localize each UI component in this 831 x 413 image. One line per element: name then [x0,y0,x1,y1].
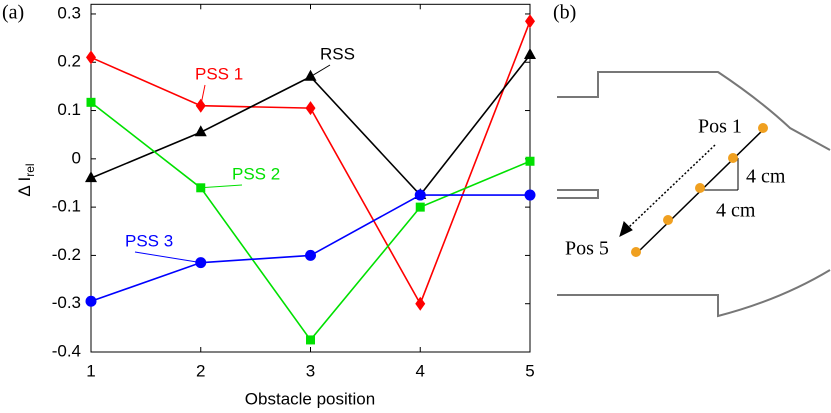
y-tick-label: 0.2 [57,52,81,71]
y-tick-label: 0.1 [57,100,81,119]
x-tick-label: 2 [196,361,205,380]
marker [524,48,536,60]
dim-label: 4 cm [746,166,786,188]
dim-label: 4 cm [716,200,756,222]
y-tick-label: -0.3 [52,293,81,312]
panel-label: (b) [553,2,576,24]
series-label: PSS 1 [195,64,243,83]
marker [86,97,96,107]
y-tick-label: -0.1 [52,197,81,216]
annotation-leader [310,64,331,78]
series-label: PSS 3 [125,231,173,250]
positions-line [619,127,766,253]
marker [525,14,535,29]
marker [415,202,425,212]
marker [305,249,316,261]
pos-label: Pos 5 [565,238,609,260]
y-axis-label: Δ Irel [15,163,37,196]
marker [414,189,426,201]
marker [306,335,315,345]
x-axis-label: Obstacle position [245,389,375,408]
room-outline [557,71,831,318]
marker [194,125,207,137]
marker [85,295,97,307]
plot-area: 0.3 0.2 0.1 0 -0.1 -0.2 -0.3 -0.4 1 2 3 4 5 PSS 1 RSS P… [52,3,536,380]
y-tick-label: -0.4 [52,341,81,360]
position-markers [631,123,768,257]
y-tick-label: -0.2 [52,245,81,264]
y-tick-label: 0.3 [57,3,81,22]
plot-frame [90,3,531,353]
annotation-leader [134,251,201,264]
marker [86,50,96,65]
annotation-leader [200,184,243,189]
y-axis-label-main: Δ I [15,177,34,197]
series-label: PSS 2 [232,164,280,183]
marker [304,69,317,81]
series-label: RSS [320,44,355,63]
panel-label: (a) [2,2,24,24]
x-tick-label: 3 [306,361,315,380]
x-tick-label: 4 [416,361,425,380]
marker [85,171,97,183]
pos-label: Pos 1 [698,116,742,138]
marker [524,189,536,201]
y-axis-label-sub: rel [23,163,37,176]
annotation-leader [200,84,206,106]
series-line [90,20,531,306]
y-tick-label: 0 [72,148,81,167]
x-tick-label: 5 [525,361,534,380]
marker [415,296,426,311]
marker [525,156,535,166]
marker [305,101,316,116]
x-tick-label: 1 [86,361,95,380]
